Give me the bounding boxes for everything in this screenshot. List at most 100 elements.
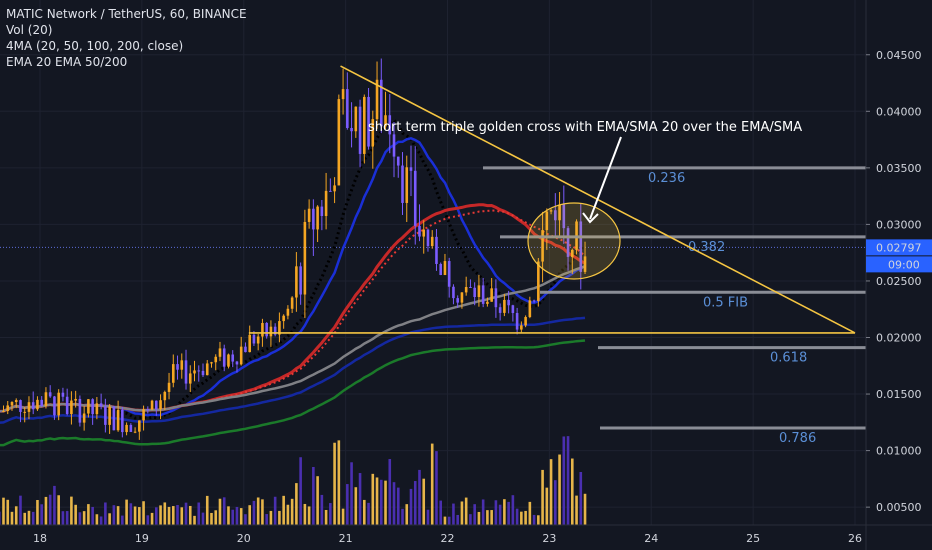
volume-bar bbox=[295, 483, 298, 525]
volume-bar bbox=[256, 497, 260, 525]
candle-body bbox=[367, 96, 370, 147]
ema200-green-line bbox=[0, 339, 586, 447]
candle-body bbox=[324, 190, 328, 217]
candle-body bbox=[188, 373, 192, 384]
volume-bar bbox=[312, 467, 315, 525]
candle-body bbox=[481, 285, 485, 304]
time-tick-label: 19 bbox=[135, 532, 149, 545]
price-tick-label: 0.04500 bbox=[876, 49, 922, 62]
price-tick-label: 0.04000 bbox=[876, 105, 922, 118]
volume-bar bbox=[176, 505, 179, 525]
volume-bar bbox=[112, 505, 116, 525]
fib-label: 0.236 bbox=[648, 171, 685, 186]
volume-bar bbox=[214, 510, 218, 525]
time-axis[interactable]: 18 19 20 21 22 23 24 25 26 bbox=[0, 524, 932, 545]
volume-bar bbox=[19, 495, 22, 525]
candle-body bbox=[201, 370, 205, 376]
volume-bar bbox=[515, 508, 519, 525]
candle-body bbox=[193, 370, 196, 374]
volume-bar bbox=[82, 511, 86, 525]
candle-body bbox=[477, 285, 481, 298]
time-tick-label: 24 bbox=[644, 532, 658, 545]
candle-body bbox=[171, 364, 175, 383]
price-tick-label: 0.02000 bbox=[876, 332, 922, 345]
candle-body bbox=[138, 420, 141, 432]
candle-body bbox=[256, 336, 260, 344]
candle-body bbox=[583, 256, 587, 272]
candle-body bbox=[227, 354, 230, 367]
volume-bar bbox=[248, 505, 251, 525]
candle-body bbox=[290, 297, 294, 309]
candle-body bbox=[439, 263, 443, 276]
volume-bar bbox=[503, 499, 506, 525]
candle-body bbox=[252, 334, 256, 344]
candle-body bbox=[91, 399, 94, 415]
candle-body bbox=[146, 409, 150, 411]
candle-body bbox=[53, 396, 56, 416]
volume-bar bbox=[558, 454, 561, 525]
candle-body bbox=[503, 299, 506, 313]
time-tick-label: 23 bbox=[542, 532, 556, 545]
candle-body bbox=[545, 211, 549, 231]
volume-bar bbox=[261, 499, 264, 525]
candle-body bbox=[562, 204, 566, 229]
volume-bar bbox=[324, 509, 328, 525]
candle-body bbox=[99, 403, 103, 407]
candle-body bbox=[333, 185, 336, 192]
volume-bar bbox=[350, 462, 353, 525]
volume-bar bbox=[227, 506, 230, 525]
volume-bar bbox=[48, 494, 52, 525]
volume-bar bbox=[396, 487, 400, 525]
legend-ma: 4MA (20, 50, 100, 200, close) bbox=[6, 39, 184, 53]
candle-body bbox=[320, 206, 324, 217]
candle-body bbox=[520, 325, 523, 330]
volume-bar bbox=[307, 506, 311, 525]
candle-body bbox=[133, 431, 137, 433]
candle-body bbox=[10, 402, 14, 406]
volume-bar bbox=[184, 502, 188, 525]
grid bbox=[0, 0, 866, 525]
candle-body bbox=[163, 391, 167, 401]
volume-bar bbox=[53, 485, 56, 525]
candles bbox=[0, 58, 587, 440]
candle-body bbox=[155, 400, 158, 410]
candle-body bbox=[6, 405, 10, 411]
volume-bar bbox=[532, 514, 536, 525]
volume-bar bbox=[244, 514, 247, 525]
volume-bar bbox=[443, 516, 447, 525]
candle-body bbox=[231, 354, 235, 362]
price-axis[interactable]: 0.00500 0.01000 0.01500 0.02000 0.02500 0.030… bbox=[865, 0, 922, 550]
candle-body bbox=[210, 362, 213, 364]
volume-bar bbox=[375, 477, 379, 525]
candle-body bbox=[579, 221, 583, 272]
candle-body bbox=[65, 396, 69, 415]
candle-body bbox=[261, 322, 264, 337]
volume-bar bbox=[155, 507, 158, 525]
candle-body bbox=[278, 321, 281, 335]
volume-bar bbox=[27, 510, 31, 525]
ema50-red-dotted-line bbox=[0, 209, 586, 413]
volume-bar bbox=[210, 512, 213, 525]
annotation-text: short term triple golden cross with EMA/… bbox=[368, 120, 802, 135]
volume-bar bbox=[142, 501, 145, 525]
highlight-ellipse bbox=[527, 202, 621, 280]
volume-bar bbox=[570, 458, 574, 525]
candle-body bbox=[337, 99, 341, 186]
volume-bar bbox=[320, 494, 324, 525]
candle-body bbox=[388, 115, 392, 135]
volume-bar bbox=[108, 513, 111, 525]
candle-body bbox=[176, 364, 179, 370]
candle-body bbox=[299, 266, 302, 295]
annotation-arrow bbox=[589, 136, 622, 220]
candle-body bbox=[346, 89, 349, 128]
volume-bar bbox=[2, 497, 5, 525]
chart-legend: MATIC Network / TetherUS, 60, BINANCE Vo… bbox=[6, 6, 247, 70]
volume-bar bbox=[235, 506, 239, 525]
price-tick-label: 0.02500 bbox=[876, 275, 922, 288]
candle-body bbox=[511, 305, 515, 314]
legend-ema: EMA 20 EMA 50/200 bbox=[6, 55, 128, 69]
candle-body bbox=[405, 167, 409, 203]
candle-body bbox=[222, 348, 226, 367]
volume-bar bbox=[486, 510, 489, 525]
